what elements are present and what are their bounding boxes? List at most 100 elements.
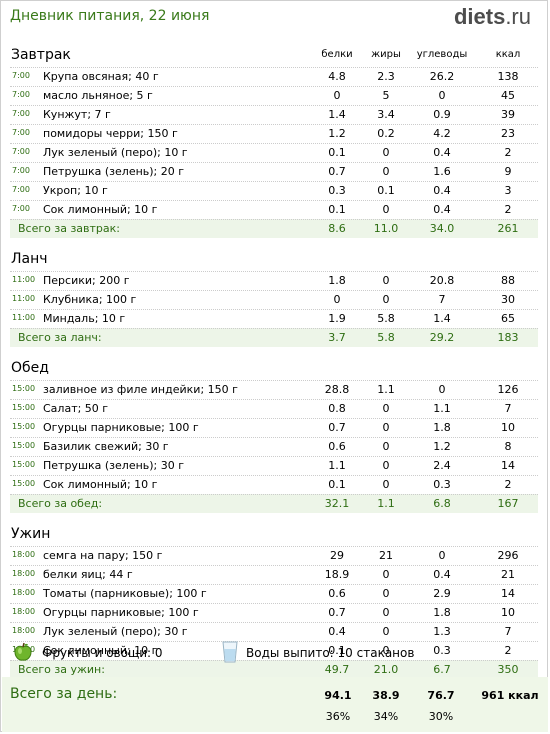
entry-name[interactable]: Клубника; 100 г xyxy=(43,293,137,306)
entry-name[interactable]: Петрушка (зелень); 30 г xyxy=(43,459,185,472)
entry-protein: 28.8 xyxy=(324,383,350,396)
table-row[interactable]: 18:00 Томаты (парниковые); 100 г 0.6 0 2.9 14 xyxy=(10,584,538,603)
table-row[interactable]: 15:00 Базилик свежий; 30 г 0.6 0 1.2 8 xyxy=(10,437,538,456)
table-row[interactable]: 7:00 Крупа овсяная; 40 г 4.8 2.3 26.2 138 xyxy=(10,67,538,86)
entry-protein: 0.1 xyxy=(328,203,346,216)
entry-fat: 0 xyxy=(382,146,390,159)
entry-kcal: 2 xyxy=(504,478,512,491)
entry-carbs: 1.3 xyxy=(433,625,451,638)
meal-header: Обед xyxy=(10,358,538,380)
table-row[interactable]: 15:00 заливное из филе индейки; 150 г 28.8… xyxy=(10,380,538,399)
entry-name[interactable]: Персики; 200 г xyxy=(43,274,130,287)
entry-name[interactable]: Крупа овсяная; 40 г xyxy=(43,70,159,83)
table-row[interactable]: 7:00 масло льняное; 5 г 0 5 0 45 xyxy=(10,86,538,105)
entry-protein: 1.2 xyxy=(328,127,346,140)
total-fat: 5.8 xyxy=(377,331,395,344)
table-row[interactable]: 7:00 помидоры черри; 150 г 1.2 0.2 4.2 23 xyxy=(10,124,538,143)
entry-name[interactable]: Сок лимонный; 10 г xyxy=(43,203,158,216)
entry-fat: 0.2 xyxy=(377,127,395,140)
entry-carbs: 7 xyxy=(438,293,446,306)
entry-carbs: 1.8 xyxy=(433,421,451,434)
table-row[interactable]: 15:00 Огурцы парниковые; 100 г 0.7 0 1.8 10 xyxy=(10,418,538,437)
entry-name[interactable]: Лук зеленый (перо); 30 г xyxy=(43,625,188,638)
entry-kcal: 45 xyxy=(501,89,515,102)
entry-protein: 0.6 xyxy=(328,587,346,600)
entry-fat: 0 xyxy=(382,478,390,491)
entry-kcal: 2 xyxy=(504,203,512,216)
entry-fat: 0 xyxy=(382,402,390,415)
entry-name[interactable]: Кунжут; 7 г xyxy=(43,108,111,121)
table-row[interactable]: 15:00 Салат; 50 г 0.8 0 1.1 7 xyxy=(10,399,538,418)
entry-carbs: 4.2 xyxy=(433,127,451,140)
entry-name[interactable]: Огурцы парниковые; 100 г xyxy=(43,606,199,619)
table-row[interactable]: 15:00 Петрушка (зелень); 30 г 1.1 0 2.4 14 xyxy=(10,456,538,475)
entry-protein: 1.8 xyxy=(328,274,346,287)
entry-name[interactable]: Салат; 50 г xyxy=(43,402,109,415)
meal-total-row: Всего за ланч: 3.7 5.8 29.2 183 xyxy=(10,328,538,347)
entry-kcal: 126 xyxy=(497,383,519,396)
entry-carbs: 1.1 xyxy=(433,402,451,415)
entry-name[interactable]: Огурцы парниковые; 100 г xyxy=(43,421,199,434)
entry-name[interactable]: Сок лимонный; 10 г xyxy=(43,478,158,491)
table-row[interactable]: 18:00 семга на пару; 150 г 29 21 0 296 xyxy=(10,546,538,565)
entry-protein: 0 xyxy=(333,293,341,306)
entry-fat: 0 xyxy=(382,421,390,434)
entry-name[interactable]: масло льняное; 5 г xyxy=(43,89,153,102)
table-row[interactable]: 7:00 Сок лимонный; 10 г 0.1 0 0.4 2 xyxy=(10,200,538,219)
day-protein: 94.1 xyxy=(324,689,352,702)
entry-carbs: 20.8 xyxy=(429,274,455,287)
entry-protein: 0.7 xyxy=(328,606,346,619)
entry-protein: 1.9 xyxy=(328,312,346,325)
entry-protein: 1.1 xyxy=(328,459,346,472)
table-row[interactable]: 18:00 Огурцы парниковые; 100 г 0.7 0 1.8 10 xyxy=(10,603,538,622)
entry-name[interactable]: Базилик свежий; 30 г xyxy=(43,440,169,453)
entry-kcal: 7 xyxy=(504,402,512,415)
entry-carbs: 2.9 xyxy=(433,587,451,600)
table-row[interactable]: 7:00 Кунжут; 7 г 1.4 3.4 0.9 39 xyxy=(10,105,538,124)
meals-table: Завтрак белки жиры углеводы ккал 7:00 Крупа ов… xyxy=(10,45,538,679)
entry-fat: 0 xyxy=(382,625,390,638)
total-carbs: 6.7 xyxy=(433,663,451,676)
meal-total-label: Всего за завтрак: xyxy=(18,222,121,235)
entry-carbs: 0.4 xyxy=(433,203,451,216)
table-row[interactable]: 7:00 Лук зеленый (перо); 10 г 0.1 0 0.4 2 xyxy=(10,143,538,162)
entry-name[interactable]: Миндаль; 10 г xyxy=(43,312,126,325)
entry-carbs: 0.3 xyxy=(433,478,451,491)
entry-name[interactable]: Сок лимонный; 10 г xyxy=(43,644,158,657)
meal-title: Обед xyxy=(11,360,49,376)
meal-gap xyxy=(10,347,538,358)
column-header-protein: белки xyxy=(321,49,353,60)
entry-name[interactable]: помидоры черри; 150 г xyxy=(43,127,178,140)
table-row[interactable]: 18:00 белки яиц; 44 г 18.9 0 0.4 21 xyxy=(10,565,538,584)
entry-name[interactable]: Петрушка (зелень); 20 г xyxy=(43,165,185,178)
table-row[interactable]: 7:00 Укроп; 10 г 0.3 0.1 0.4 3 xyxy=(10,181,538,200)
entry-fat: 0 xyxy=(382,293,390,306)
entry-name[interactable]: Укроп; 10 г xyxy=(43,184,108,197)
entry-kcal: 39 xyxy=(501,108,515,121)
entry-fat: 2.3 xyxy=(377,70,395,83)
entry-carbs: 0 xyxy=(438,89,446,102)
entry-time: 11:00 xyxy=(12,313,36,322)
total-protein: 3.7 xyxy=(328,331,346,344)
table-row[interactable]: 18:00 Лук зеленый (перо); 30 г 0.4 0 1.3 7 xyxy=(10,622,538,641)
entry-fat: 0 xyxy=(382,587,390,600)
entry-name[interactable]: Лук зеленый (перо); 10 г xyxy=(43,146,188,159)
entry-fat: 5.8 xyxy=(377,312,395,325)
table-row[interactable]: 11:00 Персики; 200 г 1.8 0 20.8 88 xyxy=(10,271,538,290)
table-row[interactable]: 7:00 Петрушка (зелень); 20 г 0.7 0 1.6 9 xyxy=(10,162,538,181)
entry-name[interactable]: заливное из филе индейки; 150 г xyxy=(43,383,238,396)
table-row[interactable]: 11:00 Клубника; 100 г 0 0 7 30 xyxy=(10,290,538,309)
entry-protein: 29 xyxy=(330,549,344,562)
entry-name[interactable]: белки яиц; 44 г xyxy=(43,568,133,581)
entry-name[interactable]: семга на пару; 150 г xyxy=(43,549,163,562)
entry-kcal: 9 xyxy=(504,165,512,178)
entry-fat: 21 xyxy=(379,549,393,562)
table-row[interactable]: 11:00 Миндаль; 10 г 1.9 5.8 1.4 65 xyxy=(10,309,538,328)
site-logo[interactable]: diets.ru xyxy=(454,4,531,30)
entry-name[interactable]: Томаты (парниковые); 100 г xyxy=(43,587,207,600)
table-row[interactable]: 15:00 Сок лимонный; 10 г 0.1 0 0.3 2 xyxy=(10,475,538,494)
entry-time: 18:00 xyxy=(12,550,36,559)
entry-time: 18:00 xyxy=(12,569,36,578)
entry-carbs: 1.2 xyxy=(433,440,451,453)
total-carbs: 34.0 xyxy=(429,222,455,235)
